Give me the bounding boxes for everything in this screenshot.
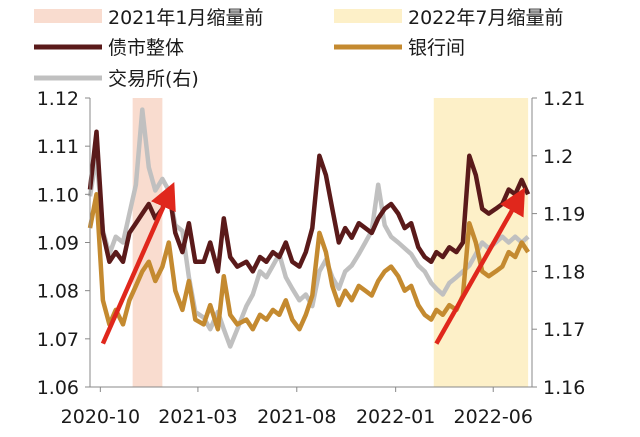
y-left-tick-label: 1.10 — [37, 184, 79, 206]
x-tick-label: 2022-01 — [356, 406, 435, 428]
legend-label-2021-shade: 2021年1月缩量前 — [108, 7, 263, 29]
y-right-tick-label: 1.19 — [543, 204, 585, 226]
y-right-tick-label: 1.2 — [543, 146, 573, 168]
trend-arrow-1 — [434, 187, 526, 345]
x-tick-label: 2022-06 — [454, 406, 533, 428]
legend: 2021年1月缩量前 2022年7月缩量前 债市整体 银行间 交易所(右) — [34, 7, 563, 90]
y-right-tick-label: 1.16 — [543, 377, 585, 399]
legend-label-exchange: 交易所(右) — [108, 68, 199, 90]
y-left-tick-label: 1.08 — [37, 281, 79, 303]
legend-swatch-2022-shade — [334, 9, 402, 23]
y-right-tick-label: 1.18 — [543, 261, 585, 283]
legend-label-bond-market: 债市整体 — [108, 37, 184, 59]
legend-label-interbank: 银行间 — [408, 37, 465, 59]
trend-arrow-0 — [100, 181, 176, 345]
y-right-tick-label: 1.17 — [543, 319, 585, 341]
y-left-tick-label: 1.06 — [37, 377, 79, 399]
axes: 1.06 1.07 1.08 1.09 1.10 1.11 1.12 1.16 1.17 1.18… — [37, 88, 586, 428]
x-tick-label: 2021-08 — [257, 406, 336, 428]
y-left-tick-label: 1.09 — [37, 233, 79, 255]
x-tick-label: 2020-10 — [61, 406, 140, 428]
legend-label-2022-shade: 2022年7月缩量前 — [408, 7, 563, 29]
legend-swatch-2021-shade — [34, 9, 102, 23]
y-left-tick-label: 1.07 — [37, 329, 79, 351]
trend-arrows — [100, 181, 526, 345]
y-right-tick-label: 1.21 — [543, 88, 585, 110]
x-tick-label: 2021-03 — [158, 406, 237, 428]
series-line-2 — [87, 107, 530, 349]
y-left-tick-label: 1.12 — [37, 88, 79, 110]
y-left-tick-label: 1.11 — [37, 136, 79, 158]
